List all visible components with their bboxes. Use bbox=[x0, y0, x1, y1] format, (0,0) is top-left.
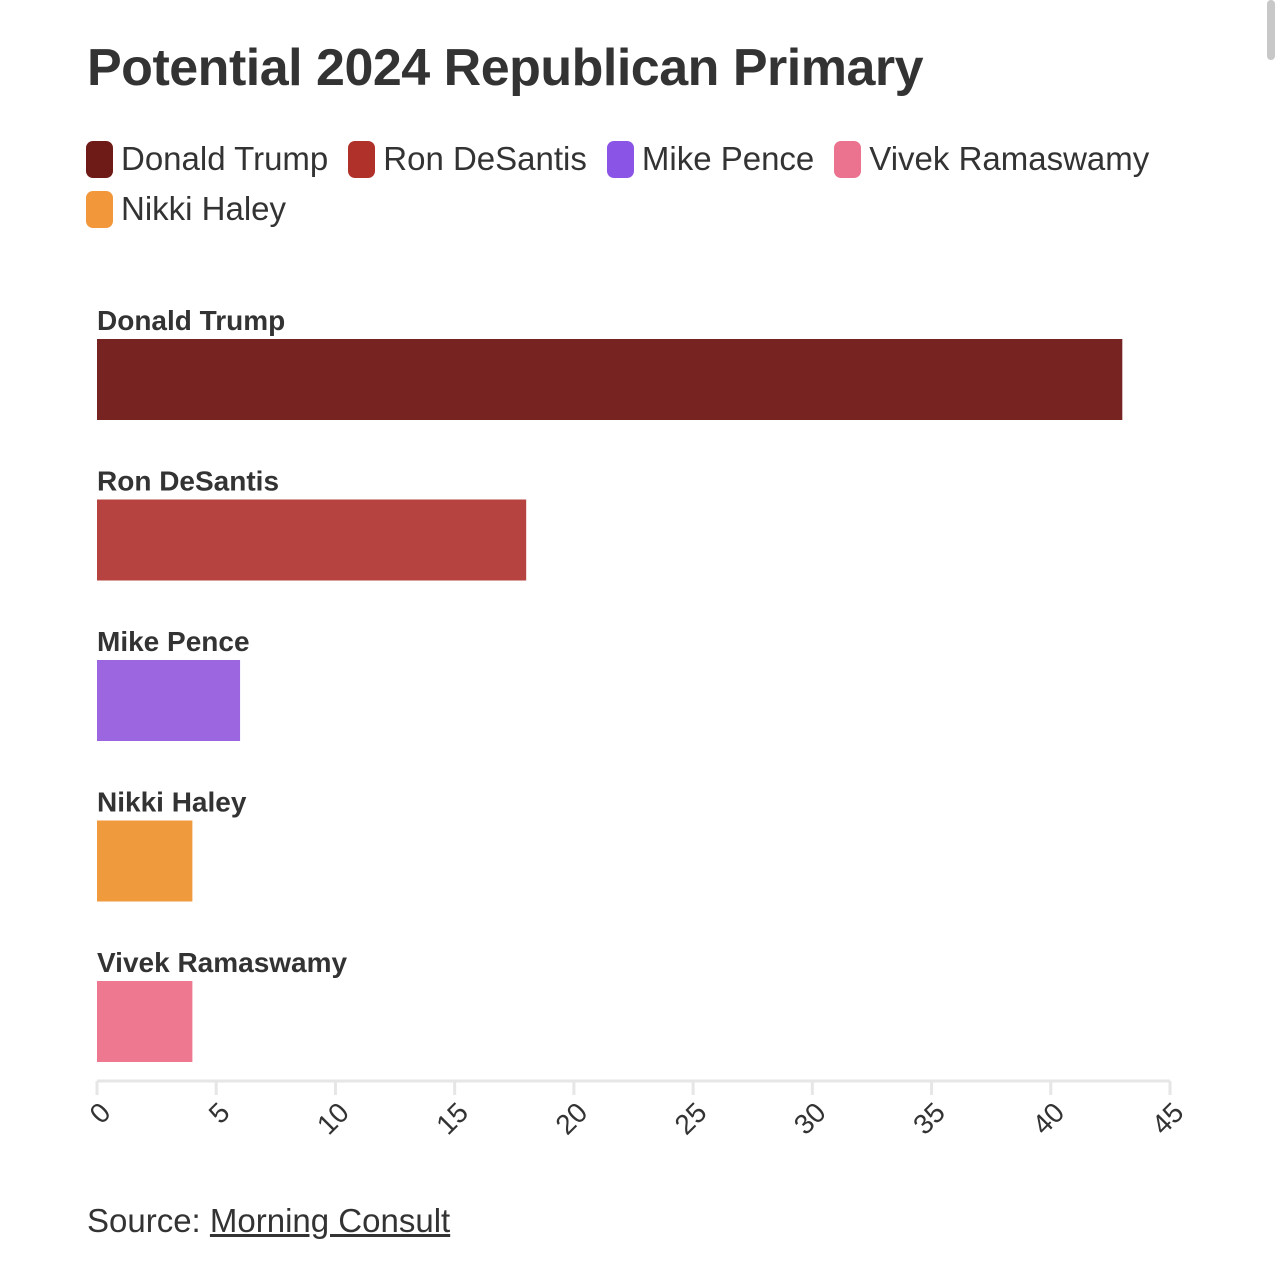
bar-label: Vivek Ramaswamy bbox=[97, 947, 348, 978]
chart-title: Potential 2024 Republican Primary bbox=[87, 39, 924, 97]
x-axis: 0 5 10 15 20 25 30 35 40 45 bbox=[84, 1079, 1190, 1141]
legend-swatch bbox=[86, 140, 113, 178]
legend-item[interactable]: Vivek Ramaswamy bbox=[834, 140, 1149, 178]
x-tick-label: 15 bbox=[430, 1097, 474, 1141]
legend-label: Mike Pence bbox=[641, 140, 815, 177]
bar-label: Nikki Haley bbox=[97, 787, 247, 818]
legend-swatch bbox=[834, 140, 862, 178]
legend-item[interactable]: Mike Pence bbox=[606, 140, 815, 178]
legend-label: Nikki Haley bbox=[121, 190, 287, 227]
bar-label: Donald Trump bbox=[97, 305, 285, 336]
bar[interactable] bbox=[97, 499, 527, 581]
x-tick-label: 0 bbox=[84, 1097, 117, 1130]
x-tick-label: 10 bbox=[311, 1097, 355, 1141]
source-note: Source: Morning Consult bbox=[87, 1202, 450, 1240]
x-tick-label: 35 bbox=[907, 1097, 951, 1141]
legend-label: Donald Trump bbox=[121, 140, 329, 177]
bar-label: Ron DeSantis bbox=[97, 466, 279, 497]
legend-item[interactable]: Donald Trump bbox=[86, 140, 328, 178]
bar-label: Mike Pence bbox=[97, 626, 250, 657]
x-tick-label: 40 bbox=[1026, 1097, 1070, 1141]
legend-item[interactable]: Ron DeSantis bbox=[348, 140, 587, 178]
legend-item[interactable]: Nikki Haley bbox=[86, 190, 286, 228]
x-tick-label: 5 bbox=[203, 1097, 236, 1130]
source-prefix: Source: bbox=[87, 1202, 210, 1239]
bar[interactable] bbox=[97, 820, 193, 902]
x-tick-label: 20 bbox=[549, 1097, 593, 1141]
bars-layer: Donald Trump Ron DeSantis Mike Pence Nikki … bbox=[97, 305, 1123, 1062]
legend-swatch bbox=[348, 140, 376, 178]
bar[interactable] bbox=[97, 339, 1123, 420]
legend-label: Vivek Ramaswamy bbox=[869, 140, 1150, 177]
legend-swatch bbox=[606, 140, 634, 178]
legend-label: Ron DeSantis bbox=[383, 140, 587, 177]
x-tick-label: 25 bbox=[669, 1097, 713, 1141]
bar[interactable] bbox=[97, 981, 193, 1062]
x-tick-label: 30 bbox=[788, 1097, 832, 1141]
x-tick-label: 45 bbox=[1146, 1097, 1190, 1141]
chart-legend: Donald Trump Ron DeSantis Mike Pence Vivek … bbox=[86, 140, 1196, 228]
bar[interactable] bbox=[97, 660, 241, 741]
page-scrollbar[interactable] bbox=[1267, 0, 1275, 60]
legend-swatch bbox=[86, 190, 113, 228]
source-link[interactable]: Morning Consult bbox=[209, 1202, 451, 1239]
